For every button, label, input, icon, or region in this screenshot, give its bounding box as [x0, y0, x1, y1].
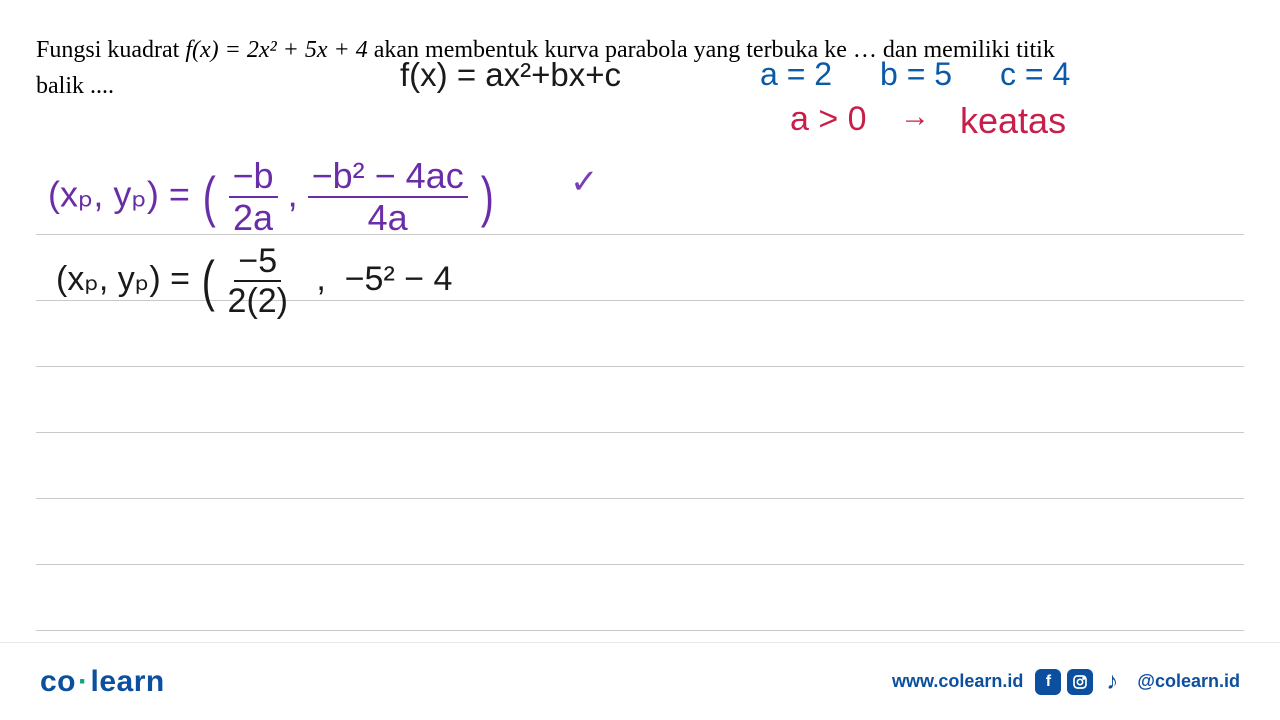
vertex-formula: (xₚ, yₚ) = ( −b 2a , −b² − 4ac 4a ) — [48, 158, 496, 236]
paren-close-icon: ) — [481, 172, 494, 222]
vertex-x-den: 2a — [233, 198, 273, 236]
ruled-line — [36, 630, 1244, 631]
problem-line2: balik .... — [36, 73, 114, 99]
logo-learn: learn — [91, 665, 165, 698]
sub-x-num: −5 — [234, 244, 281, 282]
social-icons: f ♪ — [1035, 669, 1125, 695]
whiteboard: f(x) = ax²+bx+c a = 2 b = 5 c = 4 a > 0 … — [0, 110, 1280, 600]
instagram-icon — [1067, 669, 1093, 695]
vertex-x-fraction: −b 2a — [229, 158, 278, 236]
ruled-line — [36, 432, 1244, 433]
vertex-label2: (xₚ, yₚ) = — [56, 260, 190, 298]
ruled-line — [36, 366, 1244, 367]
arrow-icon: → — [900, 100, 930, 134]
facebook-icon: f — [1035, 669, 1061, 695]
ruled-line — [36, 498, 1244, 499]
coeff-a: a = 2 — [760, 56, 832, 93]
tiktok-icon: ♪ — [1099, 669, 1125, 695]
general-form: f(x) = ax²+bx+c — [400, 56, 621, 94]
comma: , — [297, 260, 335, 298]
vertex-y-den: 4a — [368, 198, 408, 236]
comma: , — [288, 174, 308, 215]
problem-function: f(x) = 2x² + 5x + 4 — [185, 37, 367, 63]
vertex-substitution: (xₚ, yₚ) = ( −5 2(2) , −5² − 4 — [56, 244, 452, 318]
footer: co·learn www.colearn.id f ♪ @colearn.id — [0, 642, 1280, 720]
logo-dot: · — [76, 665, 91, 698]
condition-a: a > 0 — [790, 100, 867, 139]
footer-right: www.colearn.id f ♪ @colearn.id — [892, 669, 1240, 695]
vertex-x-num: −b — [229, 158, 278, 198]
vertex-y-num: −b² − 4ac — [308, 158, 468, 198]
paren-open-icon: ( — [203, 172, 216, 222]
paren-open-icon: ( — [202, 256, 215, 306]
footer-handle: @colearn.id — [1137, 671, 1240, 692]
sub-x-den: 2(2) — [228, 282, 288, 318]
direction-text: keatas — [960, 100, 1066, 142]
footer-url: www.colearn.id — [892, 671, 1023, 692]
coeff-b: b = 5 — [880, 56, 952, 93]
problem-line1-pre: Fungsi kuadrat — [36, 37, 185, 63]
brand-logo: co·learn — [40, 665, 165, 699]
logo-co: co — [40, 665, 76, 698]
checkmark-icon: ✓ — [570, 162, 599, 202]
ruled-line — [36, 564, 1244, 565]
sub-x-fraction: −5 2(2) — [228, 244, 288, 318]
problem-text: Fungsi kuadrat f(x) = 2x² + 5x + 4 akan … — [0, 0, 1280, 104]
coeff-c: c = 4 — [1000, 56, 1070, 93]
vertex-y-fraction: −b² − 4ac 4a — [308, 158, 468, 236]
vertex-label: (xₚ, yₚ) = — [48, 174, 190, 215]
sub-y: −5² − 4 — [345, 260, 453, 298]
